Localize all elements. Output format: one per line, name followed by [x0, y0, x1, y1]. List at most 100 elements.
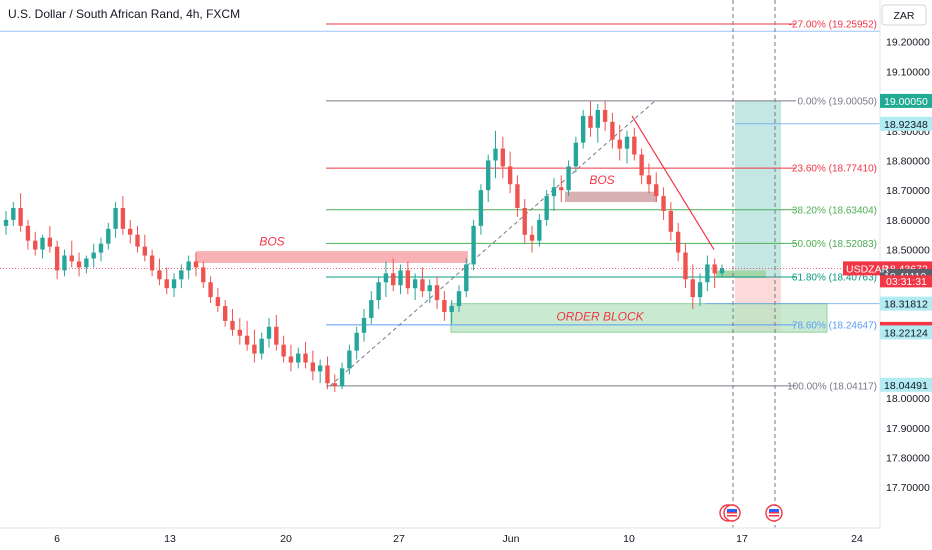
price-tick-label: 18.70000	[886, 185, 930, 197]
candle	[690, 264, 695, 309]
candle	[11, 202, 16, 226]
fib-label: 0.00% (19.00050)	[797, 96, 877, 107]
candle	[471, 219, 476, 271]
candle	[493, 130, 498, 179]
candle	[588, 101, 593, 137]
candle	[551, 178, 557, 211]
price-tick-label: 17.90000	[886, 423, 930, 435]
candle	[128, 219, 133, 244]
candle	[230, 309, 235, 336]
candle	[62, 249, 67, 277]
fib-label: 23.60% (18.77410)	[792, 164, 877, 175]
candle	[573, 136, 579, 173]
time-tick-label: 17	[736, 533, 748, 545]
bos-label-right: BOS	[589, 173, 614, 187]
currency-label: ZAR	[894, 10, 915, 22]
candle	[412, 273, 418, 301]
candle	[252, 329, 257, 363]
candle	[179, 264, 184, 289]
candle	[288, 344, 294, 372]
candle	[515, 175, 520, 217]
candle	[639, 148, 644, 185]
candle	[668, 202, 674, 241]
candle	[566, 160, 571, 197]
us-flag-event-icon-2[interactable]	[765, 504, 783, 522]
candle	[697, 273, 703, 307]
candle	[369, 291, 374, 324]
candle	[25, 219, 31, 250]
candle	[675, 222, 681, 262]
candle	[683, 243, 688, 289]
candle	[705, 255, 710, 292]
candle	[193, 252, 199, 277]
bos-zone-left	[196, 251, 468, 263]
candle	[405, 261, 411, 295]
candle	[142, 234, 148, 262]
candle	[303, 341, 308, 369]
currency-button[interactable]: ZAR	[881, 4, 927, 26]
candle	[317, 359, 323, 384]
candle	[420, 267, 425, 298]
price-tags: 19.0005018.9234818.4367218.4111018.31812…	[843, 93, 932, 392]
svg-text:18.22124: 18.22124	[884, 327, 928, 339]
candle	[354, 326, 359, 360]
candle	[507, 151, 513, 194]
candle	[661, 187, 666, 220]
price-tick-label: 18.60000	[886, 215, 930, 227]
candle	[171, 273, 177, 298]
candle	[40, 234, 45, 259]
price-tag: 18.22124	[880, 325, 932, 340]
candle	[164, 267, 169, 295]
fib-levels: -27.00% (19.25952) 0.00% (19.00050) 23.60%…	[0, 19, 880, 392]
candle	[500, 136, 506, 179]
price-tag: 19.00050	[880, 93, 932, 108]
svg-text:USDZAR: USDZAR	[846, 263, 890, 275]
candle	[98, 237, 104, 262]
price-tag: 18.04491	[880, 377, 932, 392]
candle	[442, 291, 447, 321]
price-tick-label: 17.80000	[886, 453, 930, 465]
candle	[84, 255, 89, 274]
order-block-zone	[450, 303, 828, 333]
fib-label: -27.00% (19.25952)	[789, 19, 877, 30]
svg-text:18.92348: 18.92348	[884, 119, 928, 131]
fib-label: 78.60% (18.24647)	[792, 320, 877, 331]
price-tag: 18.31812	[880, 296, 932, 311]
candle	[47, 225, 53, 253]
zones-layer	[196, 100, 828, 333]
candle	[259, 332, 264, 360]
candle	[624, 130, 630, 164]
candle	[120, 196, 126, 235]
svg-text:18.04491: 18.04491	[884, 380, 928, 392]
symbol-tag: USDZAR	[843, 261, 890, 276]
candle	[580, 109, 586, 149]
order-block-label: ORDER BLOCK	[556, 309, 644, 323]
price-tick-label: 17.70000	[886, 482, 930, 494]
target-zone	[735, 100, 781, 276]
candle	[91, 243, 96, 268]
time-tick-label: 13	[164, 533, 176, 545]
candle	[215, 288, 221, 312]
candle	[208, 276, 213, 304]
candle	[391, 258, 396, 292]
us-flag-event-icon[interactable]	[719, 504, 741, 522]
time-tick-label: 10	[623, 533, 635, 545]
candle	[69, 240, 74, 268]
price-tag: 18.92348	[880, 116, 932, 131]
time-tick-label: 27	[393, 533, 405, 545]
candle	[376, 276, 381, 309]
svg-text:18.31812: 18.31812	[884, 299, 928, 311]
candle	[361, 309, 367, 342]
time-axis-panel[interactable]	[0, 528, 932, 550]
candle	[201, 261, 206, 289]
candle	[529, 225, 535, 253]
price-tick-label: 18.80000	[886, 155, 930, 167]
price-tick-label: 18.50000	[886, 245, 930, 257]
time-axis: 6 13 20 27 Jun 10 17 24	[54, 533, 863, 545]
candle	[222, 300, 228, 327]
candle	[113, 202, 118, 238]
price-tick-label: 19.20000	[886, 37, 930, 49]
candle	[266, 317, 272, 348]
